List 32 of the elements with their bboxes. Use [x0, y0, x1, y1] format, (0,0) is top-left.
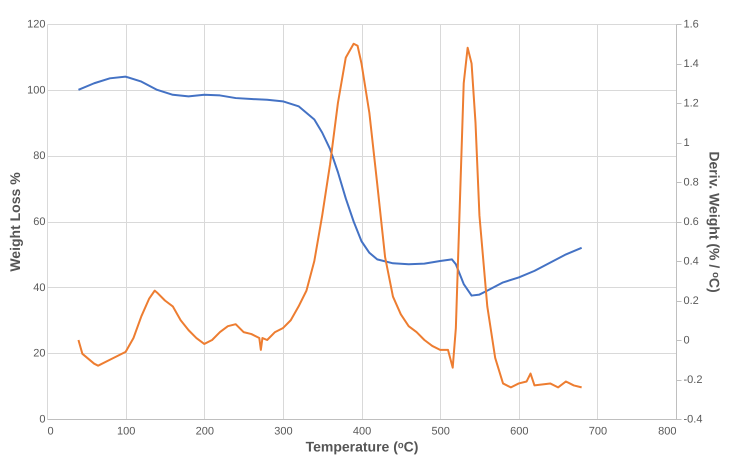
- y2-tick-label: -0.2: [684, 374, 702, 386]
- x-tick-label: 300: [274, 426, 293, 438]
- y2-tick-label: 0: [684, 334, 690, 346]
- y-tick-label: 20: [33, 348, 46, 360]
- x-tick-label: 400: [352, 426, 372, 438]
- x-tick-label: 100: [116, 426, 136, 438]
- y2-tick-label: -0.4: [684, 414, 702, 426]
- y2-tick-label: 1.4: [684, 58, 699, 70]
- y2-tick-label: 1.2: [684, 98, 699, 110]
- y2-tick-label: 0.4: [684, 256, 699, 268]
- line-series: [77, 42, 583, 388]
- y-axis-title: Weight Loss %: [7, 172, 24, 272]
- x-axis-title: Temperature (ᵒC): [306, 438, 418, 454]
- y2-tick-label: 0.8: [684, 176, 699, 188]
- y2-tick-label: 0.6: [684, 216, 699, 228]
- y-tick-label: 100: [27, 84, 46, 96]
- y-tick-label: 120: [27, 18, 46, 30]
- x-tick-label: 700: [588, 426, 608, 438]
- y-tick-label: 60: [33, 216, 46, 228]
- y2-axis-title: Deriv. Weight (% / ᵒC): [706, 151, 722, 293]
- x-tick-label: 500: [431, 426, 450, 438]
- x-tick-label: 200: [196, 426, 214, 438]
- y2-tick-label: 1: [684, 137, 690, 149]
- y-tick-label: 80: [33, 150, 46, 162]
- y-tick-label: 0: [39, 414, 46, 426]
- y2-tick-label: 0.2: [684, 295, 699, 307]
- x-tick-label: 600: [510, 426, 528, 438]
- y-tick-label: 40: [33, 282, 46, 294]
- y2-tick-label: 1.6: [684, 18, 699, 30]
- x-tick-label: 800: [658, 426, 676, 438]
- x-tick-label: 0: [48, 426, 54, 438]
- line-series: [77, 76, 583, 297]
